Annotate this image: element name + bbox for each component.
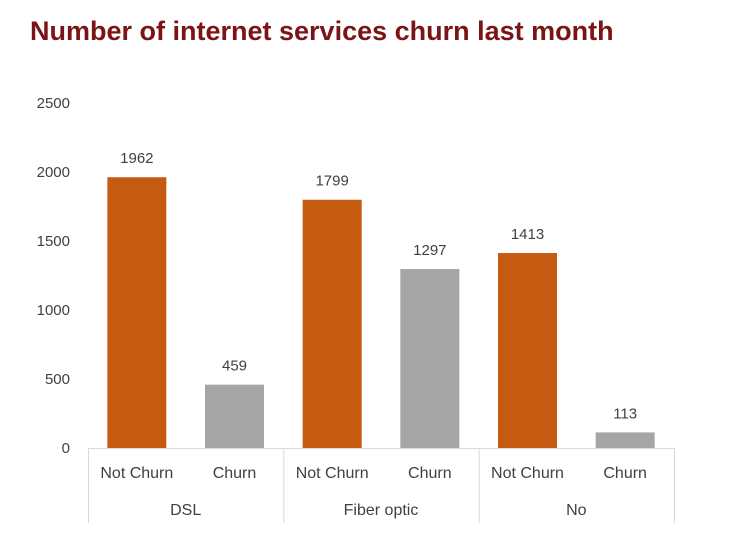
bar [205, 384, 264, 448]
category-label: Churn [213, 465, 257, 482]
bar [595, 432, 655, 448]
chart-title: Number of internet services churn last m… [30, 16, 614, 46]
data-label: 1413 [511, 226, 544, 243]
category-label: Churn [408, 465, 452, 482]
y-tick-label: 2000 [37, 164, 70, 181]
data-label: 1962 [120, 150, 153, 167]
bar [302, 199, 362, 448]
y-tick-label: 1500 [37, 233, 70, 250]
category-label: Not Churn [100, 465, 173, 482]
y-tick-label: 0 [62, 440, 70, 457]
data-label: 1297 [413, 242, 446, 259]
axis-layer: 0 500 1000 1500 2000 2500 [37, 95, 675, 523]
category-label: Not Churn [491, 465, 564, 482]
group-label: DSL [170, 502, 201, 519]
category-label: Churn [603, 465, 647, 482]
group-label: No [566, 502, 587, 519]
data-label: 113 [613, 405, 637, 422]
bar-layer [107, 177, 655, 448]
y-tick-label: 1000 [37, 302, 70, 319]
bar [498, 253, 557, 448]
y-tick-label: 2500 [37, 95, 70, 112]
bar [400, 269, 460, 448]
category-label: Not Churn [296, 465, 369, 482]
group-label: Fiber optic [344, 502, 419, 519]
label-layer: DSL 1962 Not Churn 459 Churn Fiber optic 1799 N… [100, 150, 647, 519]
data-label: 459 [222, 358, 247, 375]
bar [107, 177, 167, 448]
data-label: 1799 [315, 173, 348, 190]
y-tick-label: 500 [45, 371, 70, 388]
